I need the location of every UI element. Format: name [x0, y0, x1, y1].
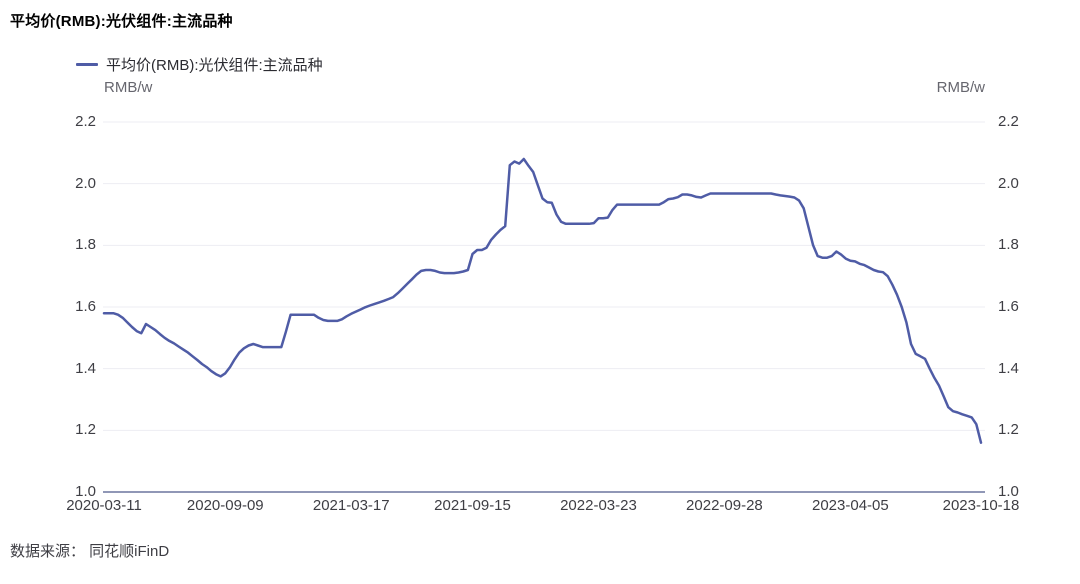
y-axis-unit-right: RMB/w [936, 79, 985, 96]
price-series-line [102, 157, 983, 444]
y-tick-label-right: 2.2 [998, 113, 1019, 130]
y-tick-label-right: 2.0 [998, 174, 1019, 192]
page-title: 平均价(RMB):光伏组件:主流品种 [10, 13, 233, 30]
y-tick-label-right: 1.0 [998, 483, 1019, 500]
y-tick-label-left: 2.0 [75, 174, 96, 192]
y-tick-label-left: 1.2 [75, 421, 96, 439]
x-tick-label: 2021-03-17 [312, 497, 390, 514]
y-tick-label-left: 2.2 [75, 113, 96, 130]
y-tick-label-left: 1.6 [75, 298, 96, 315]
x-tick-label: 2020-09-09 [186, 497, 264, 514]
y-tick-label-right: 1.4 [998, 359, 1019, 377]
y-tick-label-left: 1.4 [75, 359, 96, 377]
y-tick-label-left: 1.0 [75, 483, 96, 500]
x-tick-label: 2022-09-28 [686, 497, 763, 514]
data-source: 数据来源： 同花顺iFinD [10, 543, 170, 560]
x-tick-label: 2021-09-15 [434, 497, 511, 514]
y-tick-label-right: 1.8 [998, 236, 1019, 254]
legend-line-icon [76, 62, 98, 67]
y-tick-label-right: 1.6 [998, 298, 1019, 315]
legend-label: 平均价(RMB):光伏组件:主流品种 [106, 57, 323, 74]
x-tick-label: 2023-04-05 [812, 497, 889, 514]
legend: 平均价(RMB):光伏组件:主流品种 [76, 54, 323, 75]
y-tick-label-left: 1.8 [75, 236, 96, 254]
x-tick-label: 2020-03-11 [66, 497, 142, 514]
x-tick-label: 2022-03-23 [560, 497, 637, 514]
y-axis-unit-left: RMB/w [104, 79, 153, 96]
x-tick-label: 2023-10-18 [942, 497, 1020, 514]
y-tick-label-right: 1.2 [998, 421, 1019, 439]
